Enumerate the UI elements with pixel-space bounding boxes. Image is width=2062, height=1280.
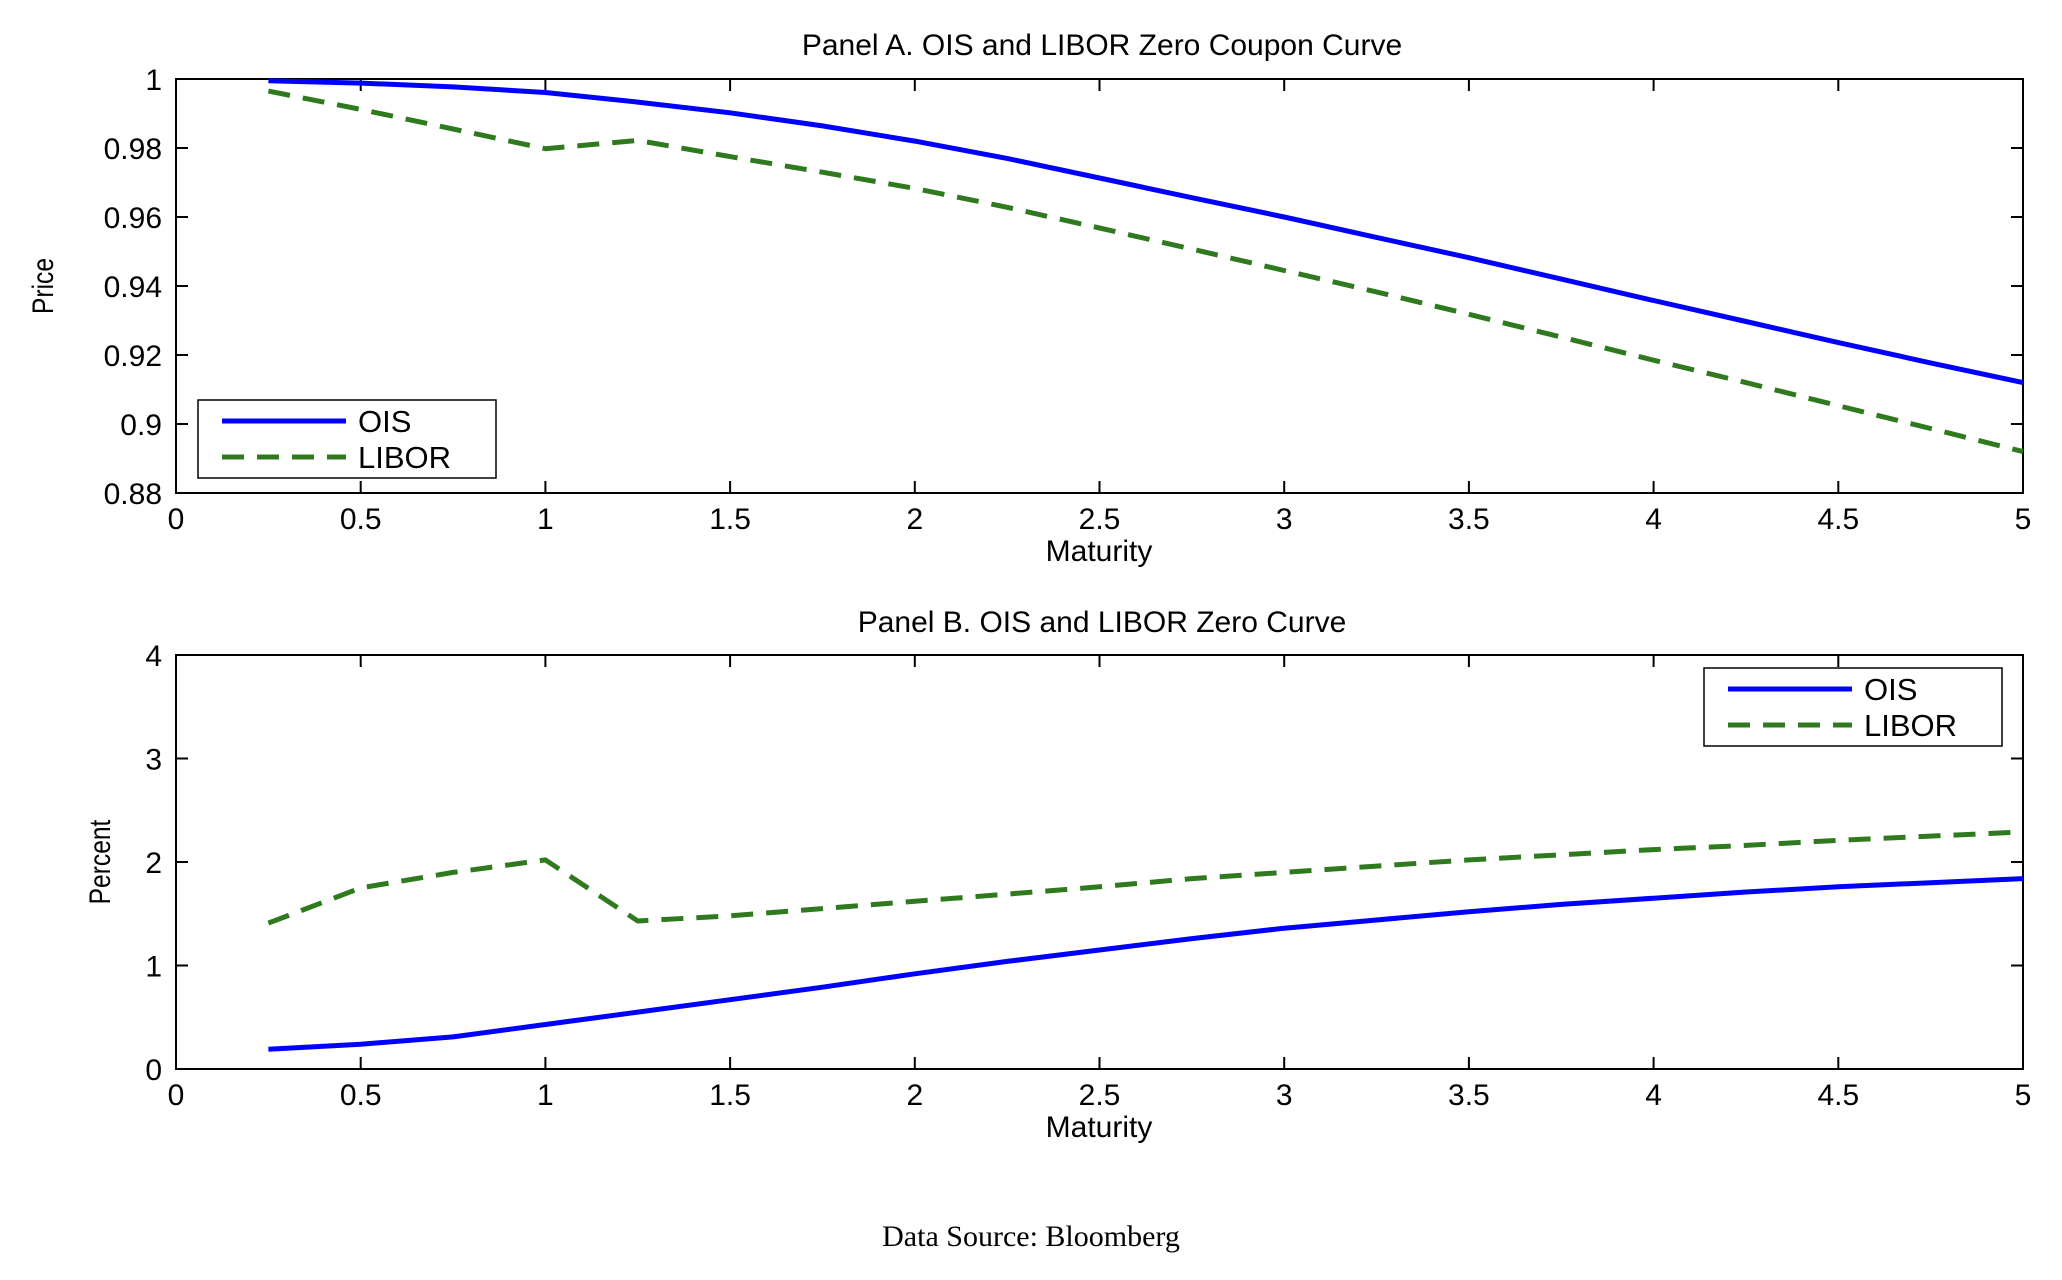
panel-a-x-tick-label: 2 xyxy=(906,503,923,536)
panel-b-legend: OIS LIBOR xyxy=(1703,667,2003,747)
panel-b-legend-libor-label: LIBOR xyxy=(1864,708,1957,743)
data-source-note: Data Source: Bloomberg xyxy=(882,1220,1180,1253)
panel-b-x-tick-label: 1.5 xyxy=(709,1079,751,1112)
panel-b-x-tick-label: 4 xyxy=(1645,1079,1662,1112)
panel-a-y-tick-label: 0.96 xyxy=(104,202,162,235)
panel-a-x-tick-label: 4.5 xyxy=(1817,503,1859,536)
panel-a-series-libor-line xyxy=(267,88,2024,455)
panel-b-x-tick-label: 0.5 xyxy=(340,1079,382,1112)
panel-b-x-tick-label: 2 xyxy=(906,1079,923,1112)
panel-a-series-ois-line xyxy=(268,78,2024,386)
panel-a-x-tick-label: 4 xyxy=(1645,503,1662,536)
panel-a: Panel A. OIS and LIBOR Zero Coupon Curve… xyxy=(26,29,2032,568)
panel-b-lines xyxy=(267,829,2024,1052)
panel-a-legend-box xyxy=(197,399,497,479)
panel-a-legend-libor-label: LIBOR xyxy=(358,440,451,475)
panel-b-x-tick-label: 3.5 xyxy=(1448,1079,1490,1112)
panel-b-x-tick-label: 5 xyxy=(2015,1079,2032,1112)
panel-b-legend-ois-label: OIS xyxy=(1864,672,1917,707)
panel-b-y-tick-label: 4 xyxy=(145,640,162,673)
panel-b-y-ticks: 0 1 2 3 4 xyxy=(145,640,2023,1087)
panel-b-legend-box xyxy=(1703,667,2003,747)
panel-a-y-tick-label: 0.94 xyxy=(104,271,162,304)
panel-a-legend: OIS LIBOR xyxy=(197,399,497,479)
panel-b-y-tick-label: 2 xyxy=(145,847,162,880)
panel-b: Panel B. OIS and LIBOR Zero Curve 0 0.5 1 1… xyxy=(83,606,2032,1144)
panel-a-y-axis-label: Price xyxy=(26,258,60,314)
panel-a-y-tick-label: 1 xyxy=(145,64,162,97)
panel-b-series-libor-line xyxy=(267,829,2024,926)
panel-b-x-tick-label: 1 xyxy=(537,1079,554,1112)
panel-a-x-tick-label: 5 xyxy=(2015,503,2032,536)
panel-b-x-tick-label: 3 xyxy=(1276,1079,1293,1112)
panel-a-legend-ois-label: OIS xyxy=(358,404,411,439)
panel-a-x-tick-label: 0 xyxy=(168,503,185,536)
panel-a-y-tick-label: 0.92 xyxy=(104,340,162,373)
panel-b-y-axis-label: Percent xyxy=(83,819,117,904)
panel-a-x-tick-label: 3.5 xyxy=(1448,503,1490,536)
panel-b-x-tick-label: 4.5 xyxy=(1817,1079,1859,1112)
panel-a-x-tick-label: 0.5 xyxy=(340,503,382,536)
panel-a-x-axis-label: Maturity xyxy=(1046,535,1153,568)
panel-a-y-ticks: 0.88 0.9 0.92 0.94 0.96 0.98 1 xyxy=(104,64,2023,511)
panel-b-y-tick-label: 3 xyxy=(145,744,162,777)
panel-b-x-axis-label: Maturity xyxy=(1046,1111,1153,1144)
panel-a-x-ticks: 0 0.5 1 1.5 2 2.5 3 3.5 4 4.5 5 xyxy=(168,79,2032,536)
panel-a-title: Panel A. OIS and LIBOR Zero Coupon Curve xyxy=(802,29,1402,62)
panel-b-y-tick-label: 0 xyxy=(145,1054,162,1087)
panel-b-x-tick-label: 2.5 xyxy=(1079,1079,1121,1112)
panel-a-x-tick-label: 3 xyxy=(1276,503,1293,536)
panel-b-title: Panel B. OIS and LIBOR Zero Curve xyxy=(858,606,1347,639)
panel-b-x-ticks: 0 0.5 1 1.5 2 2.5 3 3.5 4 4.5 5 xyxy=(168,655,2032,1112)
panel-a-y-tick-label: 0.9 xyxy=(120,409,162,442)
panel-a-x-tick-label: 2.5 xyxy=(1079,503,1121,536)
panel-a-lines xyxy=(267,78,2024,455)
panel-a-x-tick-label: 1.5 xyxy=(709,503,751,536)
panel-a-x-tick-label: 1 xyxy=(537,503,554,536)
panel-b-y-tick-label: 1 xyxy=(145,951,162,984)
panel-b-series-ois-line xyxy=(268,876,2024,1052)
panel-b-x-tick-label: 0 xyxy=(168,1079,185,1112)
panel-a-y-tick-label: 0.88 xyxy=(104,478,162,511)
panel-a-y-tick-label: 0.98 xyxy=(104,133,162,166)
